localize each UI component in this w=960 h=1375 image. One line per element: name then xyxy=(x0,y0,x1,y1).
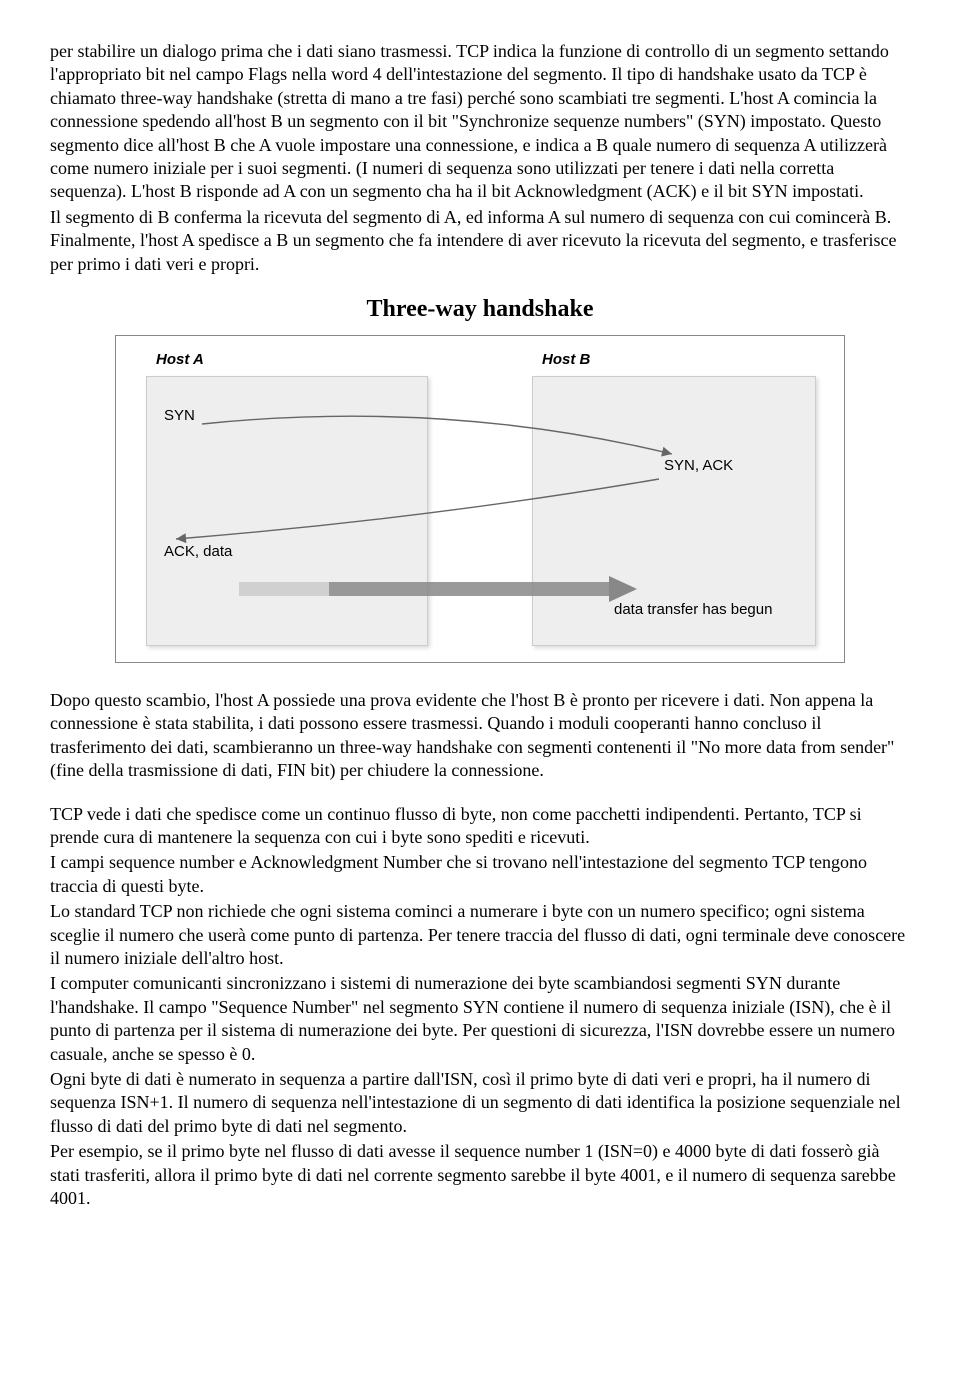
paragraph-3: Dopo questo scambio, l'host A possiede u… xyxy=(50,689,910,783)
diagram-title: Three-way handshake xyxy=(50,294,910,325)
paragraph-8: Ogni byte di dati è numerato in sequenza… xyxy=(50,1068,910,1138)
paragraph-7: I computer comunicanti sincronizzano i s… xyxy=(50,972,910,1066)
paragraph-9: Per esempio, se il primo byte nel flusso… xyxy=(50,1140,910,1210)
arrows-svg xyxy=(124,344,836,654)
paragraph-1: per stabilire un dialogo prima che i dat… xyxy=(50,40,910,204)
paragraph-5: I campi sequence number e Acknowledgment… xyxy=(50,851,910,898)
paragraph-6: Lo standard TCP non richiede che ogni si… xyxy=(50,900,910,970)
paragraph-2: Il segmento di B conferma la ricevuta de… xyxy=(50,206,910,276)
three-way-handshake-diagram: Host A Host B SYN SYN, ACK ACK, data dat… xyxy=(124,344,836,654)
diagram-container: Host A Host B SYN SYN, ACK ACK, data dat… xyxy=(115,335,845,663)
paragraph-4: TCP vede i dati che spedisce come un con… xyxy=(50,803,910,850)
